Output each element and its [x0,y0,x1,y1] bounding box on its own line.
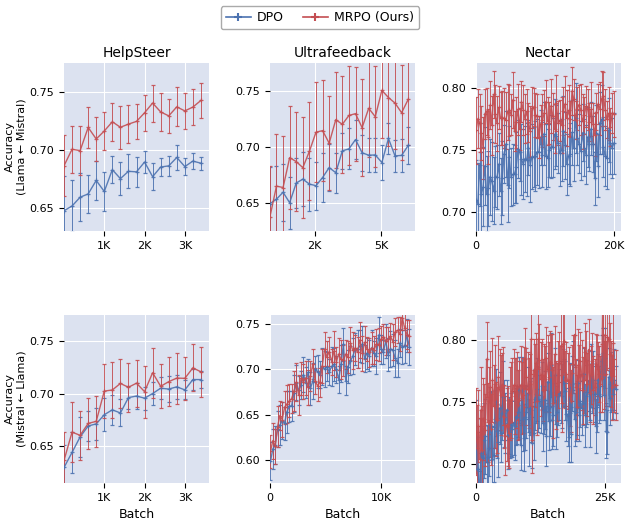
Title: Nectar: Nectar [525,46,572,60]
Title: HelpSteer: HelpSteer [102,46,171,60]
Y-axis label: Accuracy
(Mistral ← Llama): Accuracy (Mistral ← Llama) [5,351,27,447]
X-axis label: Batch: Batch [118,508,155,521]
X-axis label: Batch: Batch [530,508,566,521]
Title: Ultrafeedback: Ultrafeedback [293,46,392,60]
Legend: DPO, MRPO (Ours): DPO, MRPO (Ours) [221,6,419,29]
X-axis label: Batch: Batch [324,508,360,521]
Y-axis label: Accuracy
(Llama ← Mistral): Accuracy (Llama ← Mistral) [5,99,27,195]
